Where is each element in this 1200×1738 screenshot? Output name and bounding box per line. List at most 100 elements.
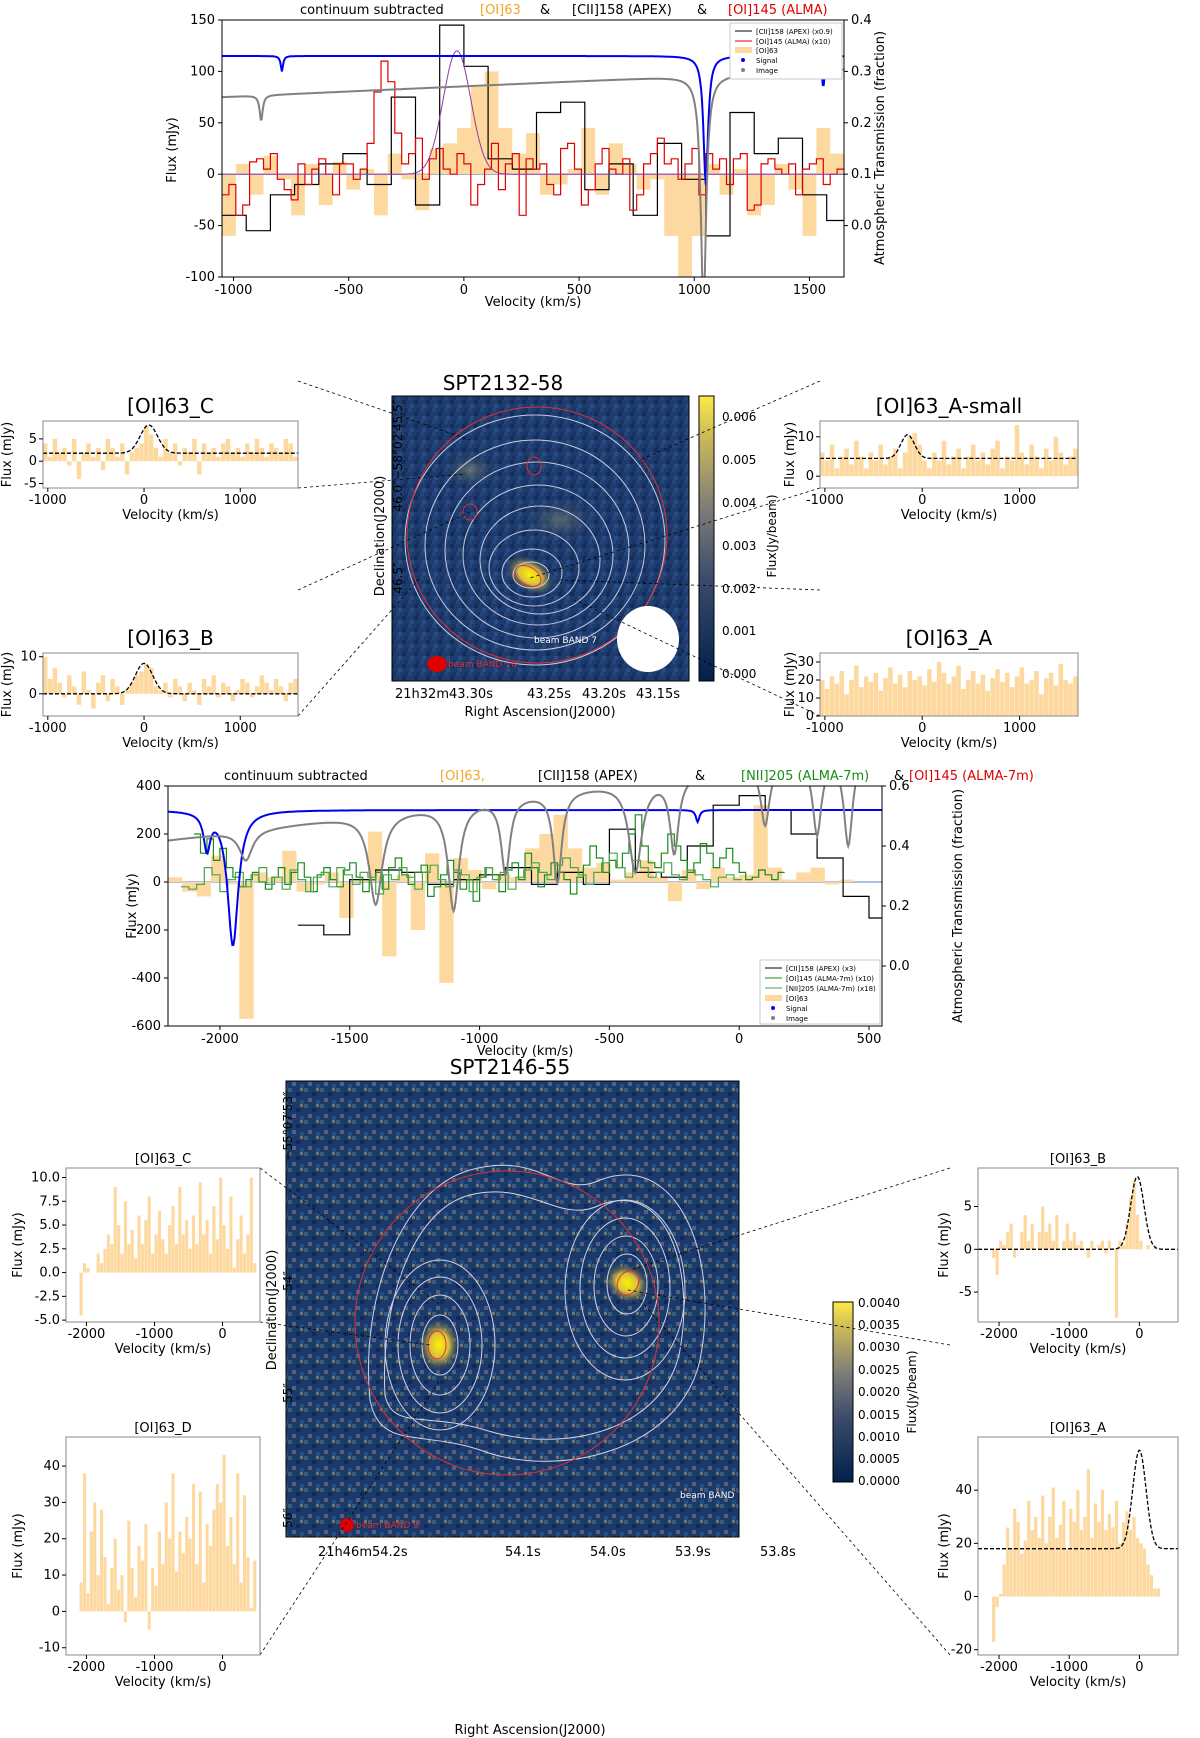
- spt2146-oi63-b-bar: [1044, 1232, 1048, 1250]
- s2-title-part: [NII]205 (ALMA-7m): [741, 769, 869, 784]
- spt2132-oi63-a-small-panel: [OI]63_A-small -1000 0 1000 0 10 Velocity (km/…: [783, 394, 1079, 523]
- spt2132-oi63-a-small-bar: [966, 456, 971, 477]
- spt2146-oi63-c-bar: [205, 1220, 209, 1273]
- s2-oi63-bar: [396, 874, 411, 882]
- spt2146-oi63-d-ytick-label: -10: [39, 1641, 60, 1656]
- spt2132-oi63-c-fit: [43, 424, 298, 454]
- map2-contour: [384, 1259, 496, 1431]
- spt2132-oi63-a-bar: [844, 694, 849, 716]
- spt2146-oi63-a-bar: [1072, 1522, 1076, 1597]
- spt2146-spectrum-chart: continuum subtracted [OI]63, [CII]158 (A…: [125, 769, 1034, 1059]
- s1-axes: -1000 -500 0 500 1000 1500-100-500501001500.0…: [185, 13, 871, 298]
- s2-oi63-bar: [282, 850, 297, 882]
- s2-ytick-label: -600: [131, 1019, 161, 1034]
- spt2132-oi63-a-small-bar: [917, 444, 922, 477]
- spt2132-oi63-c-bar: [182, 447, 188, 462]
- spt2146-oi63-a-bar: [1100, 1490, 1105, 1597]
- map2-beam-band7: [764, 1471, 806, 1513]
- spt2146-oi63-b-bar: [1097, 1245, 1101, 1250]
- spt2146-oi63-d-bar: [161, 1564, 165, 1612]
- spt2146-oi63-b-bar: [1027, 1240, 1031, 1250]
- spt2132-oi63-a-bar: [839, 671, 845, 716]
- spt2146-oi63-d-bar: [225, 1546, 230, 1612]
- s2-legend-swatch: [765, 995, 782, 1001]
- map2-contour: [409, 1294, 471, 1396]
- s1-oi63-bar: [277, 174, 292, 180]
- spt2146-oi63-b-ytick-label: 0: [964, 1242, 972, 1257]
- s2-title-part: &: [695, 769, 705, 784]
- spt2146-oi63-b-bar: [1104, 1249, 1108, 1254]
- spt2132-map: SPT2132-58 beam BAND 7 beam BAND 10 21h3…: [297, 371, 821, 720]
- spt2146-oi63-c-bar: [83, 1263, 87, 1273]
- s1-oi63-bar: [567, 169, 582, 175]
- s1-xlabel: Velocity (km/s): [485, 295, 582, 310]
- spt2132-oi63-a-small-xtick-label: 1000: [1003, 493, 1036, 508]
- leader-line: [639, 1299, 951, 1656]
- spt2146-oi63-a-bar: [1086, 1468, 1090, 1597]
- s2-oi63-bar: [510, 877, 525, 882]
- spt2146-oi63-d-bar: [130, 1567, 134, 1612]
- spt2132-oi63-a-small-bar: [922, 460, 927, 477]
- map2-dec-tick: 55″: [281, 1383, 295, 1403]
- map1-contour: [424, 439, 646, 651]
- map1-contour: [488, 529, 580, 607]
- spt2146-oi63-c-bar: [164, 1253, 168, 1273]
- spt2132-oi63-a-small-bar: [985, 464, 991, 477]
- spt2146-oi63-c-ytick-label: -2.5: [35, 1289, 60, 1304]
- spt2132-oi63-a-ylabel: Flux (mJy): [783, 652, 798, 718]
- map1-emission: [440, 450, 500, 490]
- spt2146-oi63-a-bar: [1023, 1540, 1027, 1597]
- spt2132-oi63-c-bar: [100, 461, 106, 471]
- spt2132-oi63-a-bar: [873, 672, 879, 716]
- spt2146-oi63-b-ytick-label: 5: [964, 1200, 972, 1215]
- spt2132-oi63-b-bar: [201, 678, 207, 694]
- map2-ra-tick: 54.1s: [505, 1545, 541, 1560]
- spt2146-oi63-d-bar: [83, 1473, 87, 1612]
- spt2146-oi63-a-bar: [1002, 1564, 1006, 1597]
- spt2146-oi63-b-xtick-label: 0: [1135, 1327, 1143, 1342]
- s1-legend-item: [OI]63: [756, 47, 778, 55]
- spt2146-oi63-a-bar: [1037, 1538, 1041, 1597]
- s1-legend-item: Image: [756, 67, 778, 75]
- spt2146-oi63-d-bar: [185, 1516, 189, 1612]
- spt2146-oi63-a-bar: [1090, 1538, 1094, 1597]
- map2-contours: [367, 1164, 706, 1462]
- spt2132-oi63-a-small-bar: [912, 432, 918, 477]
- spt2132-oi63-c-bar: [86, 443, 91, 462]
- spt2132-oi63-b-bar: [139, 671, 144, 694]
- spt2132-oi63-a-small-bar: [844, 448, 849, 477]
- s1-series--oi-145-alma-x10-: [222, 60, 844, 216]
- s2-y2tick-label: 0.0: [889, 959, 910, 974]
- spt2132-oi63-a-small-bar: [897, 468, 903, 477]
- spt2146-oi63-c-bar: [191, 1215, 196, 1273]
- spt2132-oi63-a-small-bar: [1048, 460, 1054, 477]
- s2-legend-swatch: [771, 1006, 775, 1010]
- s2-xtick-label: 0: [735, 1032, 743, 1047]
- spt2132-oi63-a-small-bar: [907, 436, 913, 477]
- spt2146-oi63-c-bar: [232, 1267, 236, 1273]
- spt2146-oi63-b-bar: [1076, 1245, 1080, 1250]
- spt2146-oi63-b-bar: [1146, 1245, 1150, 1250]
- leader-line: [297, 473, 467, 489]
- spt2146-oi63-b-bar: [1006, 1232, 1010, 1250]
- map2-leader-lines: [259, 1167, 951, 1656]
- spt2146-oi63-c-bar: [154, 1234, 158, 1273]
- s1-oi63-bar: [456, 127, 471, 175]
- spt2146-oi63-b-bar: [1009, 1223, 1013, 1250]
- s1-frame: [221, 19, 845, 278]
- spt2146-oi63-c-bar: [212, 1206, 216, 1273]
- s2-oi63-bar: [696, 882, 711, 890]
- s2-series--nii-205-alma-7m-x18-: [181, 852, 742, 895]
- spt2132-oi63-b-bar: [187, 682, 192, 694]
- map1-cbar-tick: 0.000: [722, 667, 756, 681]
- s1-xtick-label: 500: [567, 283, 592, 298]
- map2-dec-tick: 54″: [281, 1271, 295, 1291]
- spt2132-oi63-a-small-bar: [1000, 468, 1005, 477]
- spt2146-oi63-c-xlabel: Velocity (km/s): [115, 1342, 212, 1357]
- spt2132-oi63-c-bar: [153, 447, 159, 462]
- s2-oi63-bar: [439, 882, 454, 983]
- s2-oi63-bar: [782, 879, 797, 882]
- spt2146-oi63-d-bar: [202, 1582, 206, 1612]
- s2-ytick-label: -200: [131, 923, 161, 938]
- s1-legend-swatch: [735, 47, 752, 53]
